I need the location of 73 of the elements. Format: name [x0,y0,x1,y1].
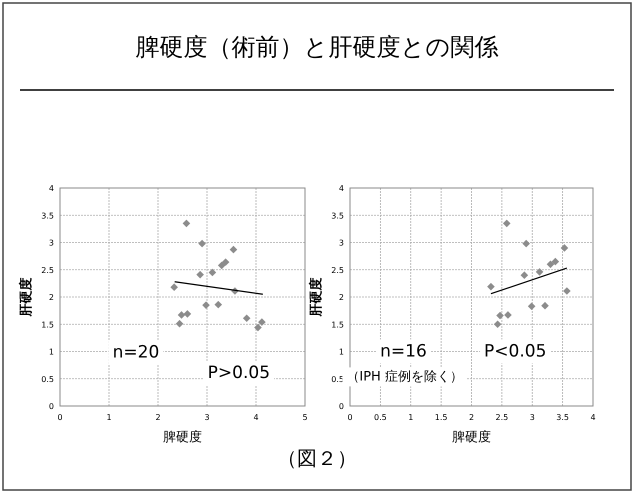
point [546,260,554,268]
y-tick-label: 0 [338,402,344,411]
y-tick-label: 2.5 [331,266,344,275]
y-tick-label: 3.5 [41,211,54,220]
x-tick-label: 1 [106,413,112,422]
x-axis-title: 脾硬度 [452,429,491,445]
y-tick-label: 3 [338,238,344,248]
point [258,318,266,326]
point [214,300,222,308]
point [170,283,178,291]
point [520,271,528,279]
x-tick-label: 2 [155,413,161,422]
y-tick-label: 2 [338,293,344,302]
point [522,240,530,248]
x-tick-label: 3 [204,413,210,422]
x-tick-label: 0.5 [374,413,387,422]
point [496,312,504,320]
x-tick-label: 4 [590,413,596,422]
point [182,220,190,228]
y-tick-label: 4 [48,184,54,193]
x-tick-label: 0 [57,413,63,422]
text: （図２） [277,446,357,470]
y-tick-label: 1 [48,348,54,356]
y-tick-label: 0 [48,402,54,411]
point [198,240,206,248]
point [528,302,536,310]
point [242,314,250,322]
x-tick-label: 3 [530,413,535,422]
point [176,320,184,328]
chart-title: 脾硬度（術前）と肝硬度との関係 [136,33,498,61]
y-axis-title: 肝硬度 [18,278,34,318]
annotation: P<0.05 [484,341,546,362]
point [178,311,186,319]
point [560,244,568,252]
y-tick-label: 4 [338,184,344,193]
point [222,258,230,266]
point [202,301,210,309]
y-tick-label: 1 [338,348,344,356]
point [563,287,571,295]
point [218,262,226,270]
x-tick-label: 1.5 [434,413,448,422]
point [487,282,495,290]
y-tick-label: 2 [48,293,54,302]
x-tick-label: 3.5 [556,413,569,422]
x-axis-title: 脾硬度 [163,429,202,445]
point [196,270,204,278]
point [494,320,502,328]
y-tick-label: 1.5 [331,320,344,330]
y-tick-label: 2.5 [41,266,54,275]
point [541,302,549,310]
x-tick-label: 2.5 [496,413,508,422]
y-tick-label: 1.5 [41,320,54,330]
point [184,310,192,318]
annotation: （IPH 症例を除く） [346,369,463,384]
x-tick-label: 0 [347,413,353,422]
x-tick-label: 4 [253,413,259,422]
point [254,324,262,332]
y-tick-label: 3 [48,238,54,248]
point [536,268,544,276]
x-tick-label: 1 [408,413,414,422]
x-tick-label: 5 [302,413,308,422]
y-tick-label: 0.5 [41,374,54,384]
y-axis-title: 肝硬度 [308,278,324,318]
annotation: n=20 [112,342,160,362]
x-tick-label: 2 [468,413,474,422]
point [502,220,511,228]
annotation: P>0.05 [208,363,270,384]
point [504,311,512,319]
y-tick-label: 3.5 [331,211,344,220]
point [208,268,216,276]
annotation: n=16 [380,341,427,362]
point [230,246,238,254]
point [552,258,560,266]
